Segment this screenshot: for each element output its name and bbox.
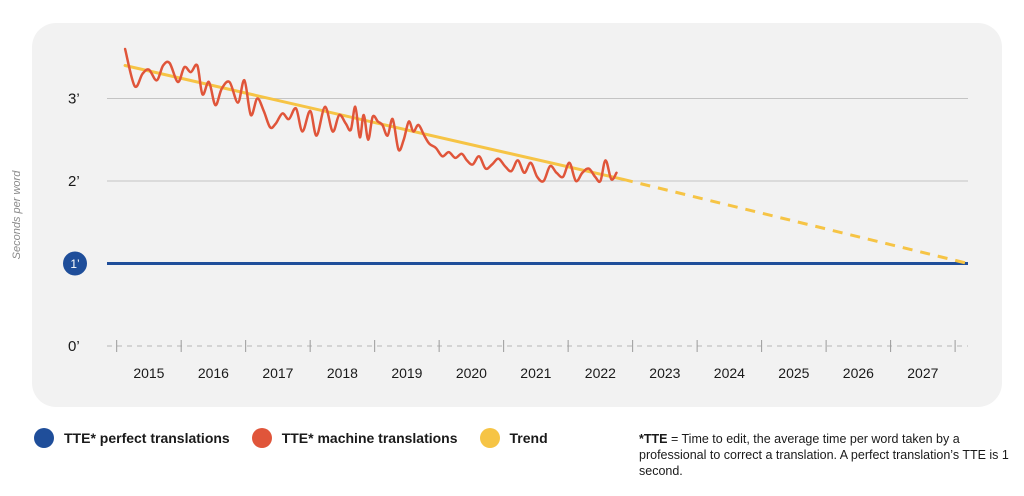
footnote-term: *TTE [639,432,668,446]
legend-label-trend: Trend [509,430,548,446]
legend-swatch-machine [251,428,272,448]
y-tick-label-3: 3’ [68,91,80,108]
y-tick-label-0: 0’ [68,338,80,355]
x-tick-label-2027: 2027 [907,365,938,381]
legend-swatch-perfect [34,428,54,448]
y-tick-label-2: 2’ [68,173,80,190]
x-tick-label-2023: 2023 [649,365,680,381]
x-tick-label-2015: 2015 [133,365,164,381]
x-tick-label-2025: 2025 [778,365,809,381]
legend-item-machine: TTE* machine translations [251,428,458,448]
legend-item-trend: Trend [479,428,548,448]
footnote-text: = Time to edit, the average time per wor… [639,432,1009,478]
x-tick-label-2024: 2024 [714,365,745,381]
chart-background [32,23,1002,407]
legend-label-perfect: TTE* perfect translations [64,430,230,446]
x-tick-label-2019: 2019 [391,365,422,381]
legend-item-perfect: TTE* perfect translations [34,428,230,448]
footnote: *TTE = Time to edit, the average time pe… [639,431,1019,479]
x-tick-label-2017: 2017 [262,365,293,381]
x-tick-label-2021: 2021 [520,365,551,381]
y-tick-label-1: 1’ [70,257,79,271]
y-axis-label: Seconds per word [11,170,23,260]
legend-label-machine: TTE* machine translations [281,430,458,446]
chart: 0’ 1’ 2’ 3’ 2015 2016 2017 2018 2019 2020 2021 202… [11,23,1002,407]
x-tick-label-2016: 2016 [198,365,229,381]
series-trend-dashed [622,177,969,265]
x-tick-label-2020: 2020 [456,365,487,381]
legend-swatch-trend [479,428,500,448]
x-tick-label-2022: 2022 [585,365,616,381]
legend: TTE* perfect translations TTE* machine t… [34,428,570,448]
y-tick-badge-1 [63,251,87,276]
series-machine-line [123,47,618,184]
x-tick-label-2018: 2018 [327,365,358,381]
x-tick-label-2026: 2026 [843,365,874,381]
